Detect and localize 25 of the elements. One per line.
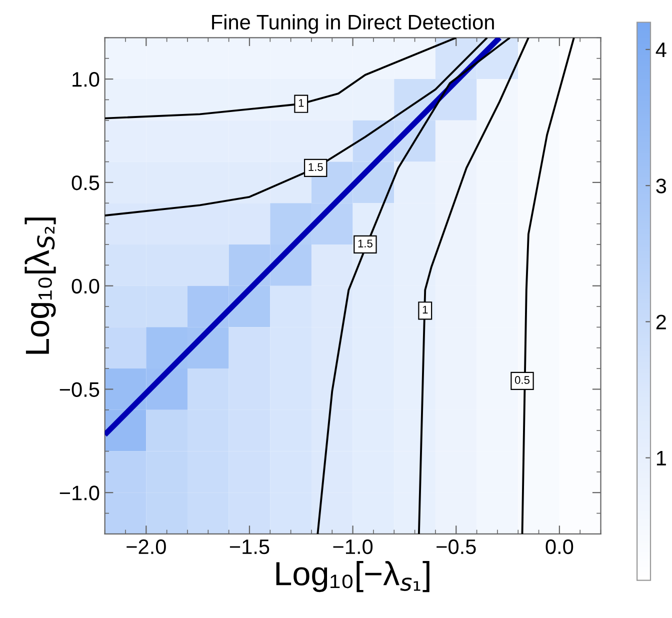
x-tick-label: −2.0 — [126, 539, 166, 554]
color-bar-label: 3 — [656, 178, 666, 194]
x-tick-label: −0.5 — [436, 539, 476, 554]
line-series — [104, 38, 458, 120]
y-tick-label: 0.5 — [72, 175, 100, 190]
annotation: 1 — [422, 306, 428, 314]
x-tick-label: −1.5 — [230, 540, 270, 554]
x-axis-title: Log₁₀[−λ$_{s₁}$] — [276, 561, 430, 592]
x-tick-label: 0.0 — [546, 539, 574, 554]
color-bar-label: 2 — [656, 314, 666, 330]
annotation: 1 — [298, 99, 304, 107]
annotation: 0.5 — [514, 376, 530, 384]
color-bar-label: 4 — [656, 42, 666, 58]
y-tick-label: −1.0 — [60, 486, 100, 500]
y-tick-label: 1.0 — [72, 72, 100, 87]
chart-title: Fine Tuning in Direct Detection — [212, 14, 494, 34]
color-bar-label: 1 — [656, 451, 666, 466]
y-tick-label: −0.5 — [60, 382, 100, 397]
line-series — [418, 38, 530, 534]
annotation: 1.5 — [308, 163, 323, 171]
x-tick-label: −1.0 — [333, 539, 373, 554]
y-tick-label: 0.0 — [72, 278, 100, 294]
line-series — [104, 38, 488, 216]
annotation: 1.5 — [358, 240, 372, 248]
y-axis-title: Log₁₀[λ$_{S₂}$] — [24, 218, 56, 354]
